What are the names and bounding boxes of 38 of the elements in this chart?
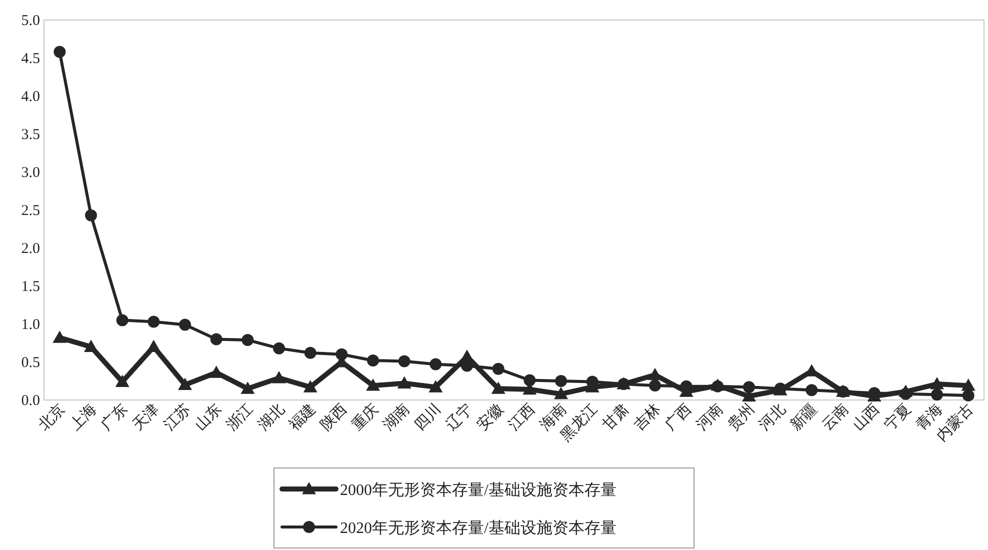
legend-label: 2000年无形资本存量/基础设施资本存量	[340, 481, 616, 499]
x-tick-label: 江苏	[160, 400, 194, 434]
x-tick-label: 广西	[662, 400, 696, 434]
x-tick-label: 贵州	[724, 400, 758, 434]
x-tick-label: 安徽	[474, 400, 508, 434]
x-tick-label: 陕西	[317, 400, 350, 434]
y-tick-label: 0.0	[21, 393, 40, 409]
x-tick-label: 山西	[850, 400, 884, 434]
x-tick-label: 甘肃	[599, 400, 632, 434]
x-tick-label: 河北	[756, 400, 790, 434]
x-tick-label: 重庆	[348, 400, 382, 434]
x-tick-label: 河南	[693, 400, 726, 434]
x-tick-label: 天津	[129, 400, 162, 434]
x-tick-label: 山东	[192, 400, 226, 434]
y-tick-label: 4.5	[21, 51, 40, 67]
x-tick-label: 福建	[286, 400, 320, 434]
x-tick-label: 广东	[98, 400, 132, 434]
y-tick-label: 5.0	[21, 13, 40, 29]
x-tick-label: 吉林	[630, 400, 664, 434]
y-tick-label: 2.0	[21, 241, 40, 257]
x-tick-label: 云南	[818, 400, 852, 434]
x-tick-label: 四川	[411, 400, 444, 434]
x-tick-label: 上海	[66, 400, 100, 434]
y-tick-label: 0.5	[21, 355, 40, 371]
x-tick-label: 湖南	[380, 400, 414, 434]
y-tick-label: 4.0	[21, 89, 40, 105]
y-tick-label: 2.5	[21, 203, 40, 219]
x-tick-label: 新疆	[787, 400, 820, 434]
x-tick-label: 江西	[505, 400, 538, 434]
y-tick-label: 3.0	[21, 165, 40, 181]
y-tick-label: 1.5	[21, 279, 40, 295]
y-tick-label: 1.0	[21, 317, 40, 333]
legend-label: 2020年无形资本存量/基础设施资本存量	[340, 519, 616, 537]
x-tick-label: 浙江	[223, 400, 256, 434]
x-tick-label: 辽宁	[442, 400, 476, 434]
y-tick-label: 3.5	[21, 127, 40, 143]
x-tick-label: 湖北	[254, 400, 288, 434]
x-tick-label: 宁夏	[881, 400, 914, 434]
